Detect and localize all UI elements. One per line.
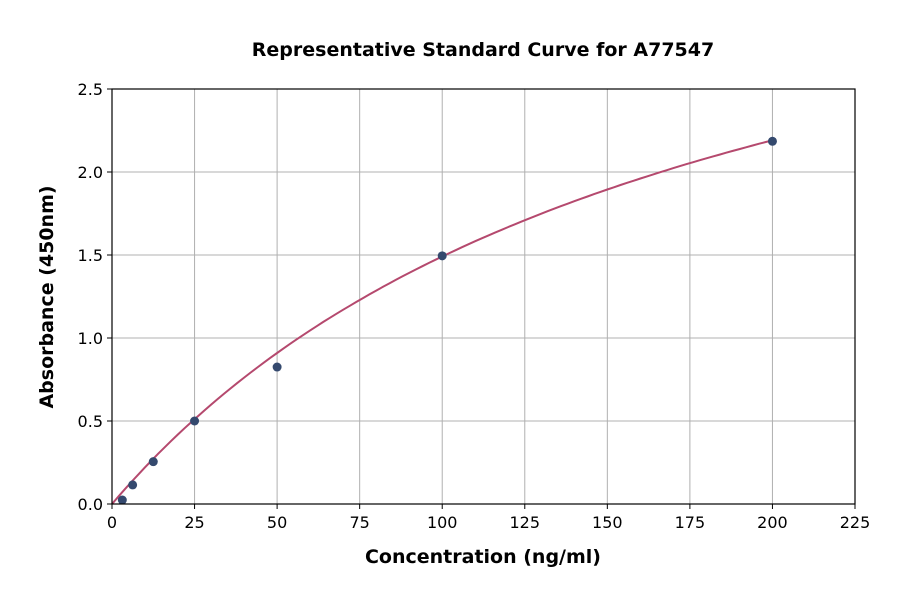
y-tick-label: 0.0 (78, 495, 103, 514)
x-tick-label: 125 (510, 513, 541, 532)
x-tick-label: 225 (840, 513, 871, 532)
y-tick-label: 1.0 (78, 329, 103, 348)
x-tick-label: 50 (267, 513, 287, 532)
y-tick-label: 2.0 (78, 163, 103, 182)
data-point (148, 457, 158, 467)
x-tick-label: 0 (107, 513, 117, 532)
data-point (437, 251, 447, 261)
x-tick-label: 150 (592, 513, 623, 532)
x-tick-label: 25 (184, 513, 204, 532)
x-axis-label: Concentration (ng/ml) (365, 546, 601, 568)
x-tick-label: 175 (675, 513, 706, 532)
data-point (117, 495, 127, 505)
x-tick-label: 100 (427, 513, 458, 532)
data-point (128, 480, 138, 490)
data-point (767, 136, 777, 146)
data-point (190, 416, 200, 426)
y-tick-label: 0.5 (78, 412, 103, 431)
chart-title: Representative Standard Curve for A77547 (252, 39, 714, 61)
x-tick-label: 200 (757, 513, 788, 532)
data-point (272, 362, 282, 372)
y-tick-label: 1.5 (78, 246, 103, 265)
x-tick-label: 75 (349, 513, 369, 532)
y-axis-label: Absorbance (450nm) (36, 185, 58, 408)
y-tick-label: 2.5 (78, 80, 103, 99)
plot-frame (111, 88, 856, 505)
